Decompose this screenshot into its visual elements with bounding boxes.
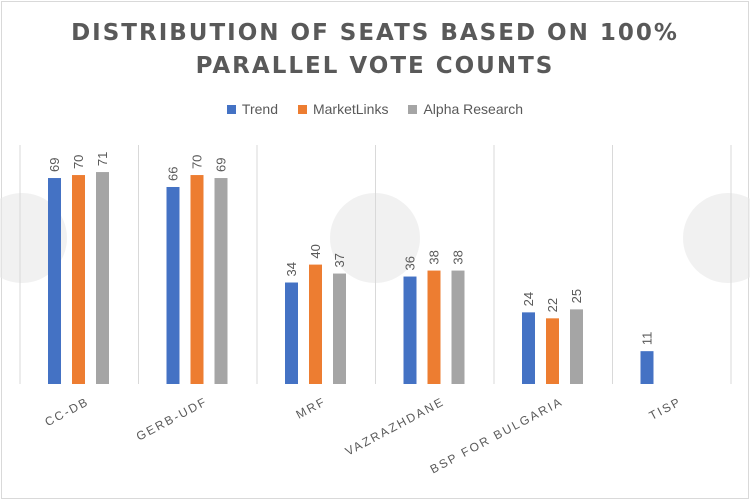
bar-marketlinks [72, 175, 85, 384]
category-label: BSP FOR BULGARIA [428, 394, 566, 476]
legend-swatch [297, 104, 307, 114]
category-label: GERB-UDF [134, 394, 210, 443]
watermark-logo [683, 193, 750, 283]
bar-alpha-research [570, 309, 583, 384]
data-label: 25 [569, 289, 584, 303]
data-label: 38 [451, 250, 466, 264]
chart-title-line-1: DISTRIBUTION OF SEATS BASED ON 100% [71, 20, 679, 46]
legend-label: MarketLinks [312, 101, 389, 117]
bar-marketlinks [427, 270, 441, 384]
chart-title-line-2: PARALLEL VOTE COUNTS [195, 53, 555, 79]
data-label: 11 [640, 332, 655, 346]
category-label: MRF [294, 394, 329, 421]
data-label: 37 [332, 253, 347, 267]
category-label: CC-DB [42, 394, 91, 429]
data-label: 71 [95, 152, 110, 166]
data-label: 69 [47, 158, 62, 172]
data-label: 34 [284, 262, 299, 276]
data-label: 66 [166, 167, 181, 181]
legend-item-alpha-research: Alpha Research [408, 101, 523, 117]
bar-trend [285, 282, 298, 384]
data-label: 70 [190, 155, 205, 169]
data-label: 36 [403, 256, 418, 270]
category-label: VAZRAZHDANE [343, 394, 447, 458]
bar-trend [48, 178, 61, 384]
bar-alpha-research [96, 172, 109, 384]
bar-alpha-research [333, 273, 346, 384]
bar-alpha-research [214, 178, 228, 384]
legend-swatch [226, 104, 236, 114]
legend: Trend MarketLinks Alpha Research [0, 101, 750, 117]
data-label: 22 [545, 298, 560, 312]
bar-trend [522, 312, 535, 384]
bar-marketlinks [546, 318, 559, 384]
data-label: 38 [427, 250, 442, 264]
bar-marketlinks [190, 175, 204, 384]
legend-item-trend: Trend [226, 101, 278, 117]
legend-label: Alpha Research [423, 101, 524, 117]
bar-trend [640, 351, 654, 384]
data-label: 24 [521, 292, 536, 306]
bar-trend [166, 186, 180, 384]
data-label: 70 [71, 155, 86, 169]
category-label: TISP [647, 394, 684, 423]
bar-trend [403, 276, 417, 384]
data-label: 69 [214, 158, 229, 172]
legend-label: Trend [241, 101, 278, 117]
bar-marketlinks [309, 264, 322, 384]
legend-item-marketlinks: MarketLinks [297, 101, 389, 117]
legend-swatch [408, 104, 418, 114]
data-label: 40 [308, 244, 323, 258]
bar-alpha-research [451, 270, 465, 384]
